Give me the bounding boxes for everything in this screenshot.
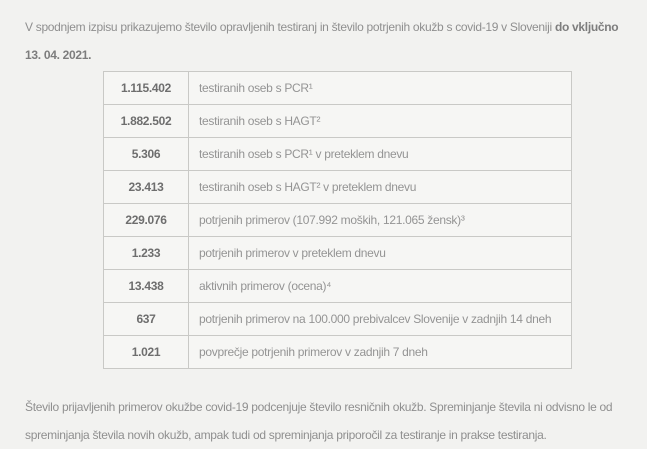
stat-label: testiranih oseb s PCR¹	[188, 71, 572, 105]
stat-value: 637	[103, 302, 189, 336]
stat-label: testiranih oseb s HAGT² v preteklem dnev…	[188, 170, 572, 204]
stat-value: 1.021	[103, 335, 189, 369]
stat-label: potrjenih primerov na 100.000 prebivalce…	[188, 302, 572, 336]
stat-value: 23.413	[103, 170, 189, 204]
table-row: 1.021 povprečje potrjenih primerov v zadn…	[103, 335, 572, 369]
stat-value: 229.076	[103, 203, 189, 237]
stat-value: 1.233	[103, 236, 189, 270]
footer-line-2: spreminjanja števila novih okužb, ampak …	[25, 428, 547, 442]
footer-line-1: Število prijavljenih primerov okužbe cov…	[25, 400, 613, 414]
table-row: 13.438 aktivnih primerov (ocena)⁴	[103, 269, 572, 303]
table-row: 637 potrjenih primerov na 100.000 prebiva…	[103, 302, 572, 336]
stat-label: testiranih oseb s PCR¹ v preteklem dnevu	[188, 137, 572, 171]
table-row: 5.306 testiranih oseb s PCR¹ v preteklem …	[103, 137, 572, 171]
stat-value: 5.306	[103, 137, 189, 171]
footer-paragraph: Število prijavljenih primerov okužbe cov…	[25, 393, 647, 449]
table-row: 1.233 potrjenih primerov v preteklem dnev…	[103, 236, 572, 270]
stat-label: aktivnih primerov (ocena)⁴	[188, 269, 572, 303]
stat-label: potrjenih primerov v preteklem dnevu	[188, 236, 572, 270]
intro-date: 13. 04. 2021.	[25, 48, 92, 62]
table-row: 1.882.502 testiranih oseb s HAGT²	[103, 104, 572, 138]
covid-stats-table: 1.115.402 testiranih oseb s PCR¹ 1.882.502…	[103, 71, 572, 369]
covid-stats-table-body: 1.115.402 testiranih oseb s PCR¹ 1.882.502…	[103, 71, 572, 369]
intro-paragraph: V spodnjem izpisu prikazujemo število op…	[25, 13, 647, 69]
table-row: 1.115.402 testiranih oseb s PCR¹	[103, 71, 572, 105]
stat-label: potrjenih primerov (107.992 moških, 121.…	[188, 203, 572, 237]
stat-label: testiranih oseb s HAGT²	[188, 104, 572, 138]
page: { "page": { "background": "#f2f2f0", "ta…	[0, 13, 647, 446]
stat-value: 13.438	[103, 269, 189, 303]
intro-text: V spodnjem izpisu prikazujemo število op…	[25, 20, 555, 34]
stat-value: 1.115.402	[103, 71, 189, 105]
stat-label: povprečje potrjenih primerov v zadnjih 7…	[188, 335, 572, 369]
table-row: 23.413 testiranih oseb s HAGT² v pretekle…	[103, 170, 572, 204]
intro-bold-phrase: do vključno	[554, 20, 619, 34]
table-row: 229.076 potrjenih primerov (107.992 moški…	[103, 203, 572, 237]
stat-value: 1.882.502	[103, 104, 189, 138]
